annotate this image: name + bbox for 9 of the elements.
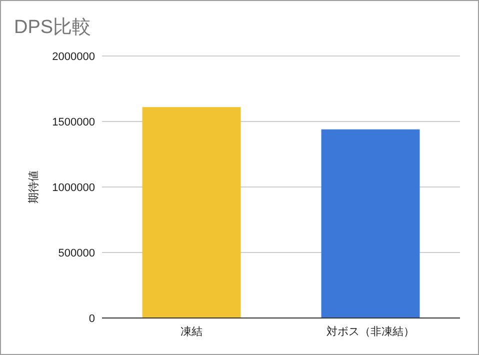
x-tick-label: 凍結: [180, 325, 202, 338]
chart-title: DPS比較: [14, 17, 92, 38]
y-tick-label: 2000000: [52, 51, 95, 63]
y-tick-label: 1000000: [52, 182, 95, 194]
y-tick-label: 1500000: [52, 116, 95, 128]
x-tick-label: 対ボス（非凍結）: [326, 325, 414, 338]
y-tick-label: 0: [88, 313, 95, 325]
y-axis-title: 期待値: [28, 170, 40, 204]
y-tick-label: 500000: [58, 248, 95, 260]
